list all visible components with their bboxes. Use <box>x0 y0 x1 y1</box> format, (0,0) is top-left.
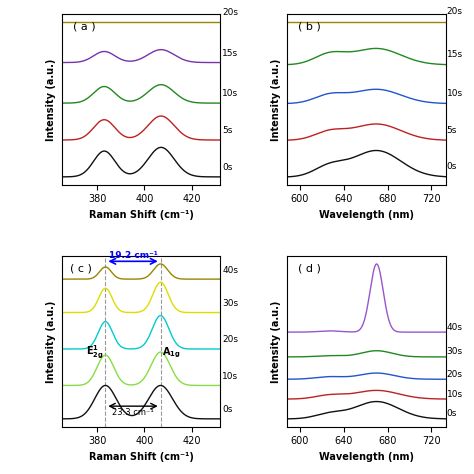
Text: 10s: 10s <box>222 372 238 381</box>
Text: 40s: 40s <box>447 323 463 332</box>
Y-axis label: Intensity (a.u.): Intensity (a.u.) <box>271 300 282 383</box>
X-axis label: Raman Shift (cm⁻¹): Raman Shift (cm⁻¹) <box>89 452 193 462</box>
Text: 15s: 15s <box>447 50 463 59</box>
X-axis label: Raman Shift (cm⁻¹): Raman Shift (cm⁻¹) <box>89 210 193 220</box>
Text: $\mathbf{A_{1g}}$: $\mathbf{A_{1g}}$ <box>162 346 181 360</box>
Text: ( d ): ( d ) <box>298 263 321 273</box>
Text: 20s: 20s <box>447 7 463 16</box>
Text: 0s: 0s <box>222 163 233 172</box>
Text: 0s: 0s <box>447 163 457 172</box>
Text: 20s: 20s <box>447 370 463 379</box>
Text: 0s: 0s <box>447 410 457 419</box>
X-axis label: Wavelength (nm): Wavelength (nm) <box>319 452 414 462</box>
Text: 10s: 10s <box>222 90 238 99</box>
Text: ( c ): ( c ) <box>70 263 91 273</box>
Text: 30s: 30s <box>222 299 238 308</box>
Text: 20s: 20s <box>222 336 238 345</box>
Text: 10s: 10s <box>447 89 463 98</box>
Text: 10s: 10s <box>447 390 463 399</box>
Text: 15s: 15s <box>222 49 238 58</box>
Text: ( b ): ( b ) <box>298 21 321 31</box>
Text: 30s: 30s <box>447 347 463 356</box>
Text: 20s: 20s <box>222 8 238 17</box>
Y-axis label: Intensity (a.u.): Intensity (a.u.) <box>271 58 282 141</box>
Text: 40s: 40s <box>222 265 238 274</box>
Y-axis label: Intensity (a.u.): Intensity (a.u.) <box>46 300 56 383</box>
Y-axis label: Intensity (a.u.): Intensity (a.u.) <box>46 58 56 141</box>
X-axis label: Wavelength (nm): Wavelength (nm) <box>319 210 414 220</box>
Text: 5s: 5s <box>447 126 457 135</box>
Text: 0s: 0s <box>222 405 233 414</box>
Text: ( a ): ( a ) <box>73 21 95 31</box>
Text: 23.3 cm⁻¹: 23.3 cm⁻¹ <box>112 408 154 417</box>
Text: 5s: 5s <box>222 126 233 135</box>
Text: $\mathbf{E^1_{2g}}$: $\mathbf{E^1_{2g}}$ <box>86 344 104 361</box>
Text: 19.2 cm⁻¹: 19.2 cm⁻¹ <box>109 251 157 260</box>
